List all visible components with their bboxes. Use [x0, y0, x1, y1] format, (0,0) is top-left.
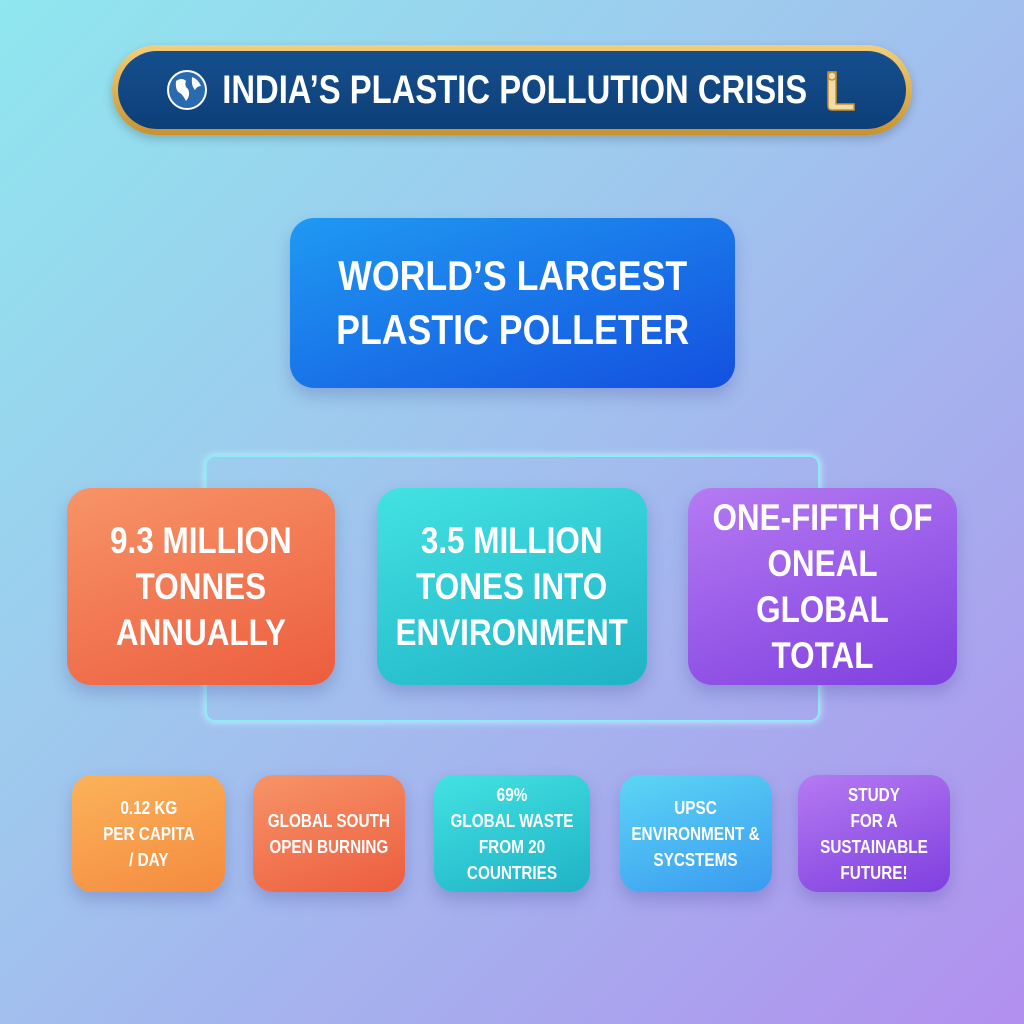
page-title: INDIA’S PLASTIC POLLUTION CRISIS — [222, 67, 808, 112]
stat-card-global-share: ONE-FIFTH OF ONEAL GLOBAL TOTAL — [688, 488, 957, 685]
fact-text: STUDY FOR A SUSTAINABLE FUTURE! — [820, 784, 928, 883]
stat-card-environment: 3.5 MILLION TONES INTO ENVIRONMENT — [377, 488, 647, 685]
fact-text: UPSC ENVIRONMENT & SYCSTEMS — [631, 797, 761, 870]
stat-text: 9.3 MILLION TONNES ANNUALLY — [110, 519, 292, 653]
scroll-icon — [826, 71, 855, 111]
title-banner: INDIA’S PLASTIC POLLUTION CRISIS — [112, 45, 912, 135]
main-heading-text: WORLD’S LARGEST PLASTIC POLLETER — [335, 252, 690, 353]
fact-card-open-burning: GLOBAL SOUTH OPEN BURNING — [253, 775, 405, 892]
stat-card-annual-tonnes: 9.3 MILLION TONNES ANNUALLY — [67, 488, 335, 685]
fact-card-study: STUDY FOR A SUSTAINABLE FUTURE! — [798, 775, 950, 892]
stat-text: ONE-FIFTH OF ONEAL GLOBAL TOTAL — [712, 496, 933, 676]
globe-icon — [167, 70, 208, 110]
fact-card-per-capita: 0.12 KG PER CAPITA / DAY — [72, 775, 225, 892]
fact-card-global-waste: 69% GLOBAL WASTE FROM 20 COUNTRIES — [434, 775, 590, 892]
main-heading-box: WORLD’S LARGEST PLASTIC POLLETER — [290, 218, 735, 388]
fact-card-upsc: UPSC ENVIRONMENT & SYCSTEMS — [620, 775, 772, 892]
fact-text: 69% GLOBAL WASTE FROM 20 COUNTRIES — [450, 784, 574, 883]
fact-text: 0.12 KG PER CAPITA / DAY — [102, 797, 195, 870]
stat-text: 3.5 MILLION TONES INTO ENVIRONMENT — [395, 519, 629, 653]
fact-text: GLOBAL SOUTH OPEN BURNING — [267, 810, 391, 857]
